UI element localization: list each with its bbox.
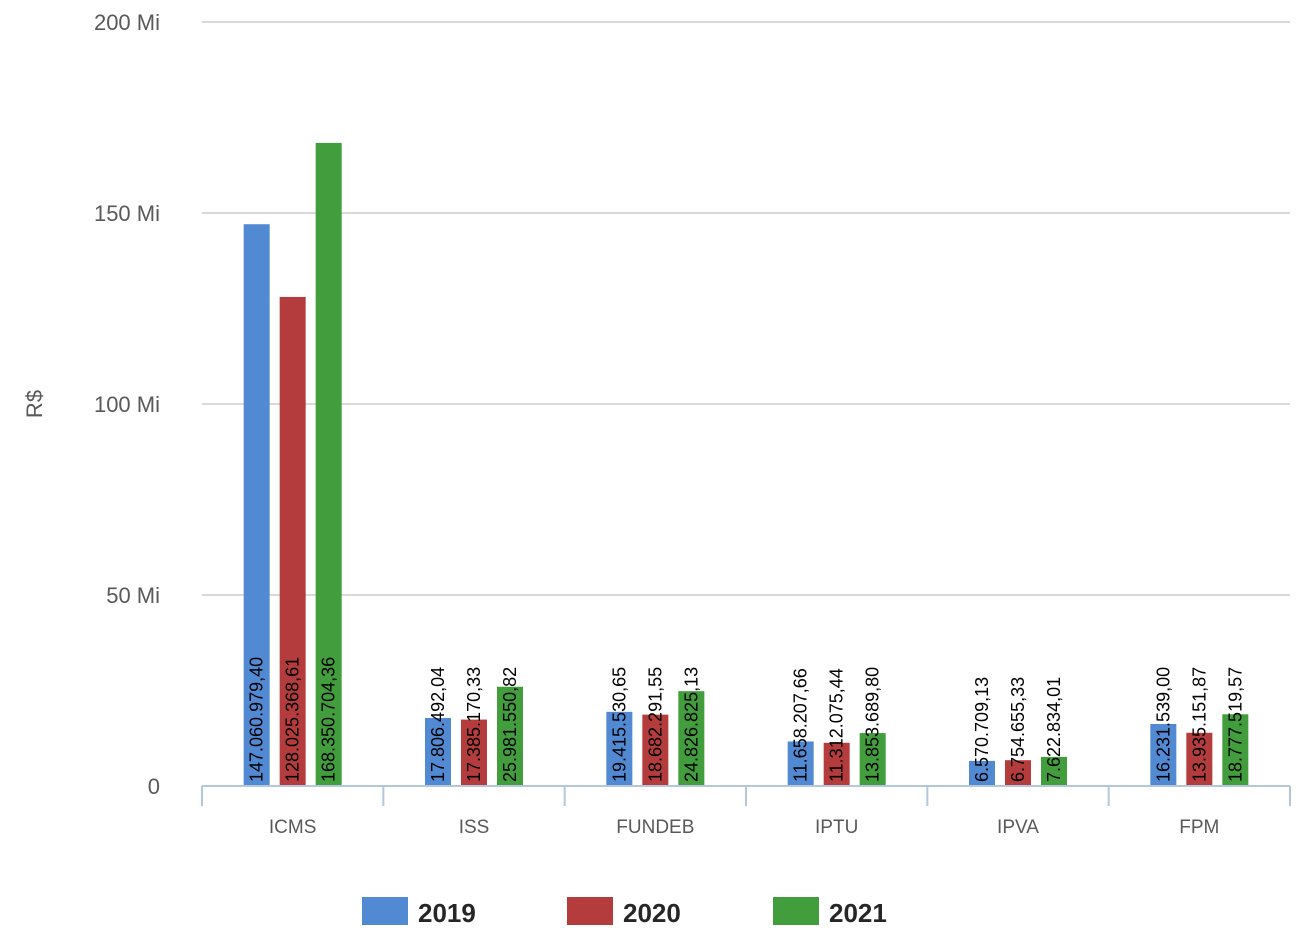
bar <box>859 733 886 786</box>
legend-label: 2021 <box>829 898 887 928</box>
bar <box>606 711 633 786</box>
x-axis: ICMS ISS FUNDEB IPTU IPVA FPM <box>201 785 1291 838</box>
bar <box>315 142 342 786</box>
y-axis-title: R$ <box>22 390 47 418</box>
data-label: 147.060.979,40 <box>247 657 267 782</box>
legend-swatch <box>567 897 613 925</box>
bar <box>461 719 487 786</box>
data-label: 25.981.550,82 <box>500 667 520 782</box>
data-label: 16.231.539,00 <box>1153 667 1173 782</box>
data-label: 168.350.704,36 <box>319 657 339 782</box>
y-tick-label: 150 Mi <box>94 201 160 226</box>
x-tick-label: ICMS <box>269 817 317 838</box>
bar <box>1186 732 1213 786</box>
legend-swatch <box>773 897 819 925</box>
x-tick-label: IPVA <box>997 817 1039 838</box>
bar <box>497 686 523 786</box>
legend: 2019 2020 2021 <box>362 897 887 928</box>
y-axis-ticks: 0 50 Mi 100 Mi 150 Mi 200 Mi <box>94 10 160 799</box>
data-label: 17.806.492,04 <box>428 667 448 782</box>
data-labels: 147.060.979,40 17.806.492,04 19.415.530,65… <box>247 657 1246 782</box>
bar <box>425 717 451 786</box>
data-label: 19.415.530,65 <box>609 667 629 782</box>
bars <box>243 142 1249 787</box>
data-label: 11.312.075,44 <box>827 668 847 782</box>
bar <box>969 760 995 786</box>
legend-label: 2019 <box>418 898 476 928</box>
y-tick-label: 50 Mi <box>106 583 160 608</box>
data-label: 18.777.519,57 <box>1225 667 1245 782</box>
x-tick-label: IPTU <box>815 817 858 838</box>
y-tick-label: 200 Mi <box>94 10 160 35</box>
data-label: 128.025.368,61 <box>283 657 303 782</box>
bar <box>1041 756 1067 786</box>
bar <box>823 742 850 786</box>
bar <box>243 224 270 787</box>
bar <box>1005 760 1031 786</box>
data-label: 6.570.709,13 <box>972 677 992 782</box>
bar <box>787 741 814 786</box>
legend-swatch <box>362 897 408 925</box>
data-label: 11.658.207,66 <box>791 668 811 782</box>
y-tick-label: 100 Mi <box>94 392 160 417</box>
bar <box>642 714 669 786</box>
data-label: 13.935.151,87 <box>1189 667 1209 782</box>
data-label: 18.682.291,55 <box>645 667 665 782</box>
y-tick-label: 0 <box>148 774 160 799</box>
legend-label: 2020 <box>623 898 681 928</box>
gridlines <box>202 21 1290 596</box>
data-label: 17.385.170,33 <box>464 667 484 782</box>
data-label: 7.622.834,01 <box>1044 677 1064 782</box>
data-label: 6.754.655,33 <box>1008 677 1028 782</box>
bar <box>1222 714 1249 786</box>
bar <box>279 296 306 786</box>
bar <box>1150 723 1177 786</box>
bar <box>678 691 705 786</box>
x-tick-label: ISS <box>459 817 490 838</box>
data-label: 24.826.825,13 <box>681 667 701 782</box>
data-label: 13.853.689,80 <box>863 667 883 782</box>
x-tick-label: FPM <box>1179 817 1219 838</box>
x-tick-label: FUNDEB <box>616 817 694 838</box>
